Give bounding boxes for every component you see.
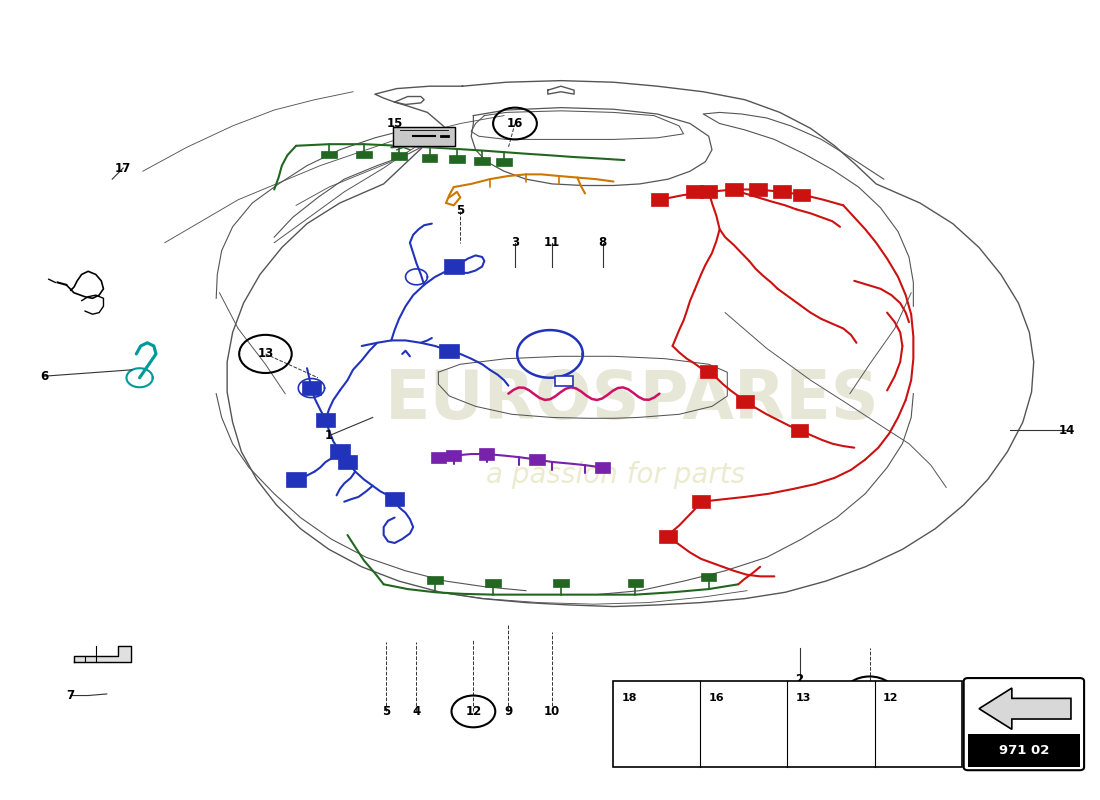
Polygon shape: [74, 646, 131, 662]
Polygon shape: [394, 126, 454, 146]
Bar: [773, 186, 791, 198]
Text: 15: 15: [386, 117, 403, 130]
Bar: [301, 381, 321, 395]
Bar: [392, 152, 407, 160]
Bar: [700, 365, 717, 378]
Text: 16: 16: [507, 117, 524, 130]
Text: 5: 5: [382, 705, 390, 718]
Bar: [321, 150, 337, 158]
Text: 6: 6: [41, 370, 48, 382]
Bar: [330, 445, 350, 458]
Bar: [385, 492, 405, 506]
Bar: [791, 424, 808, 437]
Bar: [614, 682, 961, 767]
Text: 16: 16: [708, 694, 724, 703]
Bar: [725, 183, 742, 196]
Text: 13: 13: [257, 347, 274, 361]
Text: 9: 9: [504, 705, 513, 718]
Text: 12: 12: [465, 705, 482, 718]
Text: 10: 10: [544, 705, 560, 718]
Bar: [478, 449, 494, 459]
Text: 14: 14: [1058, 424, 1075, 437]
Bar: [428, 576, 442, 584]
Bar: [651, 194, 668, 206]
Bar: [685, 186, 703, 198]
Text: 17: 17: [116, 162, 131, 174]
Text: 18: 18: [621, 694, 637, 703]
Polygon shape: [979, 688, 1071, 730]
Text: 12: 12: [882, 694, 898, 703]
Text: 3: 3: [510, 236, 519, 250]
Text: 13: 13: [795, 694, 811, 703]
Bar: [628, 578, 643, 586]
Bar: [496, 158, 512, 166]
Text: 7: 7: [67, 689, 75, 702]
Bar: [338, 455, 358, 469]
Bar: [556, 376, 573, 386]
Bar: [701, 573, 716, 581]
Bar: [316, 413, 336, 427]
Text: 11: 11: [544, 236, 560, 250]
Bar: [440, 343, 459, 358]
Bar: [529, 454, 544, 465]
Text: 1: 1: [324, 430, 333, 442]
Text: a passion for parts: a passion for parts: [486, 462, 745, 490]
Bar: [474, 157, 490, 165]
Bar: [431, 452, 446, 462]
Bar: [659, 530, 676, 543]
Bar: [443, 259, 463, 274]
Bar: [692, 495, 710, 508]
Bar: [736, 395, 754, 408]
Text: 4: 4: [412, 705, 420, 718]
Text: 971 02: 971 02: [999, 744, 1049, 758]
Bar: [700, 186, 717, 198]
Bar: [422, 154, 438, 162]
Text: EUROSPARES: EUROSPARES: [385, 367, 880, 433]
Bar: [749, 183, 767, 196]
Bar: [968, 734, 1080, 767]
Bar: [793, 189, 811, 202]
Bar: [446, 450, 461, 461]
Text: 8: 8: [598, 236, 607, 250]
Bar: [356, 150, 372, 158]
Bar: [286, 472, 306, 486]
Text: 5: 5: [456, 205, 464, 218]
Bar: [485, 578, 501, 586]
Bar: [553, 578, 569, 586]
FancyBboxPatch shape: [964, 678, 1085, 770]
Text: 2: 2: [795, 673, 804, 686]
Text: 18: 18: [861, 689, 878, 702]
Bar: [449, 155, 464, 163]
Bar: [595, 462, 610, 473]
